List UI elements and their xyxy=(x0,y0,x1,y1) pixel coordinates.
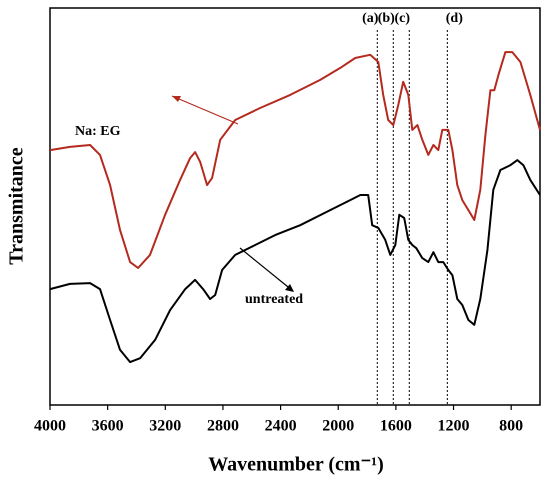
arrow xyxy=(239,247,294,292)
x-tick-label: 3600 xyxy=(92,418,124,435)
series-label: Na: EG xyxy=(75,124,121,139)
x-axis-label: Wavenumber (cm⁻¹) xyxy=(208,454,384,476)
series-line xyxy=(49,159,541,364)
x-tick-label: 2000 xyxy=(322,418,354,435)
arrow xyxy=(171,95,239,125)
y-axis-label: Transmitance xyxy=(6,147,28,265)
x-tick-label: 4000 xyxy=(34,418,66,435)
x-tick-label: 3200 xyxy=(149,418,181,435)
arrow-head xyxy=(172,96,181,102)
annotation-label: (c) xyxy=(395,11,411,26)
x-tick-label: 1600 xyxy=(380,418,412,435)
x-tick-label: 2400 xyxy=(265,418,297,435)
series-line xyxy=(49,51,541,269)
arrow-head xyxy=(285,284,294,292)
x-tick-label: 2800 xyxy=(207,418,239,435)
plot-frame xyxy=(49,7,541,406)
annotation-label: (d) xyxy=(446,11,463,26)
annotation-label: (a) xyxy=(362,11,379,26)
series-label: untreated xyxy=(245,292,303,307)
annotation-label: (b) xyxy=(378,11,395,26)
x-tick-label: 800 xyxy=(499,418,523,435)
x-tick-label: 1200 xyxy=(438,418,470,435)
